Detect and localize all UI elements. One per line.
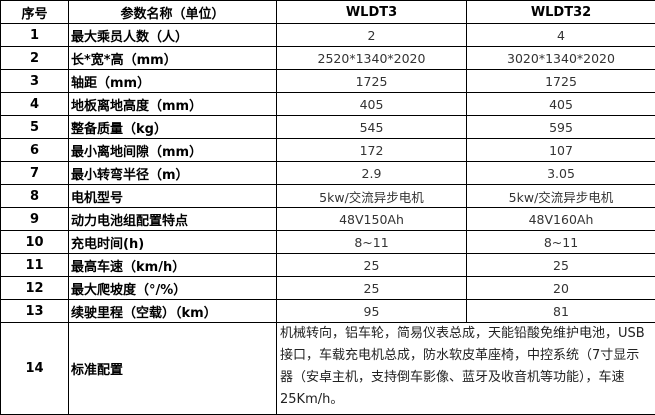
- row-value-model2: 3020*1340*2020: [466, 46, 655, 70]
- table-row: 11 最高车速（km/h） 25 25: [0, 253, 655, 277]
- table-row: 6 最小离地间隙（mm） 172 107: [0, 138, 655, 162]
- table-header: 序号 参数名称（单位） WLDT3 WLDT32: [0, 0, 655, 24]
- header-no: 序号: [0, 0, 69, 24]
- row-value-model1: 2520*1340*2020: [276, 46, 467, 70]
- row-value-model2: 405: [466, 92, 655, 116]
- row-value-model1: 172: [276, 138, 467, 162]
- row-value-model2: 48V160Ah: [466, 207, 655, 231]
- row-value-model2: 1725: [466, 69, 655, 93]
- row-value-model1: 405: [276, 92, 467, 116]
- table-row: 10 充电时间(h) 8~11 8~11: [0, 230, 655, 254]
- row-param: 地板离地高度（mm）: [68, 92, 277, 116]
- row-param: 续驶里程（空载）（km）: [68, 299, 277, 323]
- row-value-model2: 5kw/交流异步电机: [466, 184, 655, 208]
- header-param: 参数名称（单位）: [68, 0, 277, 24]
- row-value-model2: 8~11: [466, 230, 655, 254]
- header-model1: WLDT3: [276, 0, 467, 24]
- row-value-model1: 25: [276, 253, 467, 277]
- row-value-model2: 595: [466, 115, 655, 139]
- table-row: 4 地板离地高度（mm） 405 405: [0, 92, 655, 116]
- table-row: 12 最大爬坡度（°/%） 25 20: [0, 276, 655, 300]
- row-no: 9: [0, 207, 69, 231]
- row-no: 10: [0, 230, 69, 254]
- row-param: 电机型号: [68, 184, 277, 208]
- row-param: 最小离地间隙（mm）: [68, 138, 277, 162]
- row-no: 11: [0, 253, 69, 277]
- row-no: 13: [0, 299, 69, 323]
- row-no: 3: [0, 69, 69, 93]
- table-row: 9 动力电池组配置特点 48V150Ah 48V160Ah: [0, 207, 655, 231]
- table-row: 13 续驶里程（空载）（km） 95 81: [0, 299, 655, 323]
- row-param: 长*宽*高（mm）: [68, 46, 277, 70]
- row-value-model2: 4: [466, 23, 655, 47]
- row-value: 机械转向，铝车轮，简易仪表总成，天能铅酸免维护电池，USB接口，车载充电机总成，…: [276, 322, 655, 415]
- row-value-model1: 25: [276, 276, 467, 300]
- row-value-model2: 107: [466, 138, 655, 162]
- table-row-standard: 14 标准配置 机械转向，铝车轮，简易仪表总成，天能铅酸免维护电池，USB接口，…: [0, 322, 655, 415]
- row-value-model2: 20: [466, 276, 655, 300]
- row-no: 7: [0, 161, 69, 185]
- row-value-model1: 5kw/交流异步电机: [276, 184, 467, 208]
- row-no: 2: [0, 46, 69, 70]
- row-value-model1: 2.9: [276, 161, 467, 185]
- row-value-model1: 8~11: [276, 230, 467, 254]
- table-row: 2 长*宽*高（mm） 2520*1340*2020 3020*1340*2020: [0, 46, 655, 70]
- row-param: 标准配置: [68, 322, 277, 415]
- table-row: 8 电机型号 5kw/交流异步电机 5kw/交流异步电机: [0, 184, 655, 208]
- row-value-model2: 81: [466, 299, 655, 323]
- row-param: 最小转弯半径（m）: [68, 161, 277, 185]
- table-row: 5 整备质量（kg） 545 595: [0, 115, 655, 139]
- row-value-model2: 25: [466, 253, 655, 277]
- row-no: 5: [0, 115, 69, 139]
- row-value-model1: 545: [276, 115, 467, 139]
- row-value-model1: 1725: [276, 69, 467, 93]
- row-param: 动力电池组配置特点: [68, 207, 277, 231]
- row-no: 14: [0, 322, 69, 415]
- row-no: 12: [0, 276, 69, 300]
- row-value-model1: 2: [276, 23, 467, 47]
- row-param: 充电时间(h): [68, 230, 277, 254]
- table-row: 7 最小转弯半径（m） 2.9 3.05: [0, 161, 655, 185]
- row-no: 4: [0, 92, 69, 116]
- table-row: 3 轴距（mm） 1725 1725: [0, 69, 655, 93]
- header-model2: WLDT32: [466, 0, 655, 24]
- row-param: 最高车速（km/h）: [68, 253, 277, 277]
- row-param: 最大乘员人数（人）: [68, 23, 277, 47]
- row-param: 最大爬坡度（°/%）: [68, 276, 277, 300]
- row-param: 轴距（mm）: [68, 69, 277, 93]
- row-value-model2: 3.05: [466, 161, 655, 185]
- row-value-model1: 95: [276, 299, 467, 323]
- row-param: 整备质量（kg）: [68, 115, 277, 139]
- row-value-model1: 48V150Ah: [276, 207, 467, 231]
- table-row: 1 最大乘员人数（人） 2 4: [0, 23, 655, 47]
- row-no: 1: [0, 23, 69, 47]
- row-no: 6: [0, 138, 69, 162]
- row-no: 8: [0, 184, 69, 208]
